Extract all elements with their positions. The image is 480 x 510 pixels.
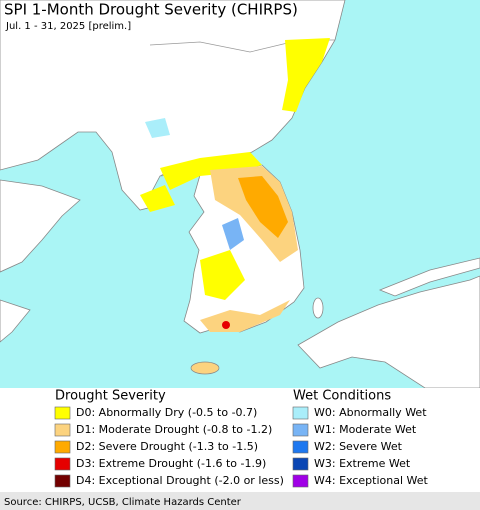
- legend-label: D3: Extreme Drought (-1.6 to -1.9): [76, 457, 266, 470]
- wet-area: [145, 118, 170, 138]
- legend-label: D2: Severe Drought (-1.3 to -1.5): [76, 440, 258, 453]
- legend-swatch: [54, 406, 71, 420]
- legend-label: W4: Exceptional Wet: [314, 474, 429, 487]
- legend-label: D4: Exceptional Drought (-2.0 or less): [76, 474, 284, 487]
- legend-label: W3: Extreme Wet: [314, 457, 411, 470]
- legend-swatch: [54, 457, 71, 471]
- japan: [297, 275, 480, 389]
- jeju: [190, 361, 220, 375]
- wet-area: [222, 218, 244, 250]
- legend-swatch: [292, 406, 309, 420]
- drought-area: [238, 176, 288, 238]
- china-south: [0, 299, 31, 343]
- subtitle: Jul. 1 - 31, 2025 [prelim.]: [5, 21, 131, 32]
- drought-area: [222, 321, 230, 329]
- drought-area: [200, 250, 245, 300]
- drought-area: [282, 38, 330, 112]
- legend-swatch: [292, 474, 309, 488]
- legend-swatch: [54, 474, 71, 488]
- legend-label: W2: Severe Wet: [314, 440, 403, 453]
- legend-title: Drought Severity: [55, 389, 166, 404]
- legend-swatch: [292, 423, 309, 437]
- legend-label: W0: Abnormally Wet: [314, 406, 427, 419]
- legend-swatch: [54, 440, 71, 454]
- drought-area: [210, 166, 298, 262]
- legend-swatch: [292, 457, 309, 471]
- legend-label: D0: Abnormally Dry (-0.5 to -0.7): [76, 406, 257, 419]
- legend-swatch: [292, 440, 309, 454]
- title: SPI 1-Month Drought Severity (CHIRPS): [4, 1, 298, 19]
- legend-title: Wet Conditions: [293, 389, 391, 404]
- legend-label: W1: Moderate Wet: [314, 423, 417, 436]
- china-coast: [0, 179, 81, 273]
- drought-area: [140, 185, 175, 212]
- footer-bar: [0, 492, 480, 510]
- japan-north: [378, 257, 480, 297]
- legend-panel: [0, 388, 480, 492]
- legend-swatch: [54, 423, 71, 437]
- tsushima: [312, 297, 324, 319]
- source: Source: CHIRPS, UCSB, Climate Hazards Ce…: [4, 497, 242, 508]
- legend-label: D1: Moderate Drought (-0.8 to -1.2): [76, 423, 272, 436]
